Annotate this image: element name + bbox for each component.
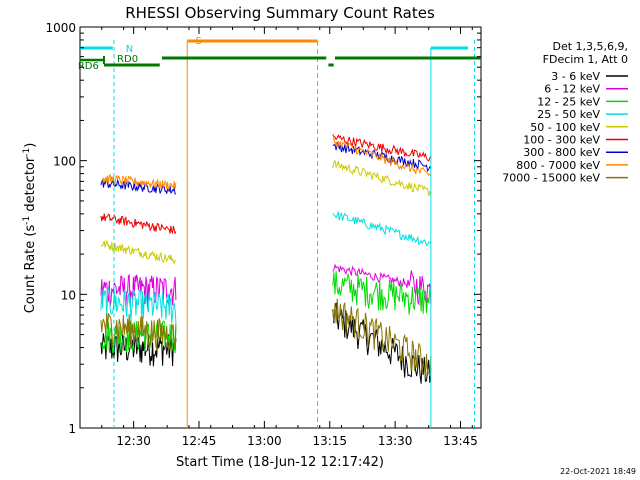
legend-label-6: 300 - 800 keV (523, 146, 600, 159)
x-axis-label: Start Time (18-Jun-12 12:17:42) (176, 455, 384, 470)
plot-frame (79, 26, 482, 429)
footer-date: 22-Oct-2021 18:49 (560, 467, 636, 476)
legend-header-line-1: Det 1,3,5,6,9, (552, 40, 628, 53)
x-tick-label-5: 13:45 (443, 434, 478, 448)
y-tick-label-3: 1 (68, 422, 76, 436)
legend-label-2: 12 - 25 keV (537, 95, 600, 108)
x-tick-label-1: 12:45 (182, 434, 217, 448)
legend-label-7: 800 - 7000 keV (516, 159, 600, 172)
y-tick-label-1: 100 (53, 155, 76, 169)
legend-label-1: 6 - 12 keV (544, 83, 600, 96)
legend-label-8: 7000 - 15000 keV (502, 172, 600, 185)
y-axis-label: Count Rate (s-1 detector-1) (22, 143, 38, 314)
series-line-4 (100, 159, 432, 265)
legend-header-line-2: FDecim 1, Att 0 (543, 53, 628, 66)
x-tick-label-4: 13:30 (378, 434, 413, 448)
annotation-layer: N S RD0 RD6 (78, 36, 481, 428)
x-tick-label-0: 12:30 (116, 434, 151, 448)
legend-label-3: 25 - 50 keV (537, 108, 600, 121)
annotation-label-1: S (196, 36, 202, 47)
series-line-7 (100, 137, 432, 190)
annotation-label-2: RD0 (117, 54, 138, 65)
y-tick-label-0: 1000 (45, 21, 76, 35)
series-line-3 (100, 211, 432, 324)
axis-layer: 12:30 12:45 13:00 13:15 13:30 13:45 1000 100 10 1 (45, 21, 481, 448)
legend-label-5: 100 - 300 keV (523, 134, 600, 147)
x-tick-label-2: 13:00 (247, 434, 282, 448)
annotation-label-0: N (126, 44, 133, 55)
y-tick-label-2: 10 (61, 288, 76, 302)
legend-label-0: 3 - 6 keV (551, 70, 600, 83)
series-line-8 (100, 298, 432, 378)
series-line-2 (100, 270, 432, 354)
legend-label-4: 50 - 100 keV (530, 121, 600, 134)
chart-title: RHESSI Observing Summary Count Rates (125, 4, 435, 22)
series-layer (100, 134, 432, 384)
annotation-label-3: RD6 (78, 61, 99, 72)
x-tick-label-3: 13:15 (312, 434, 347, 448)
